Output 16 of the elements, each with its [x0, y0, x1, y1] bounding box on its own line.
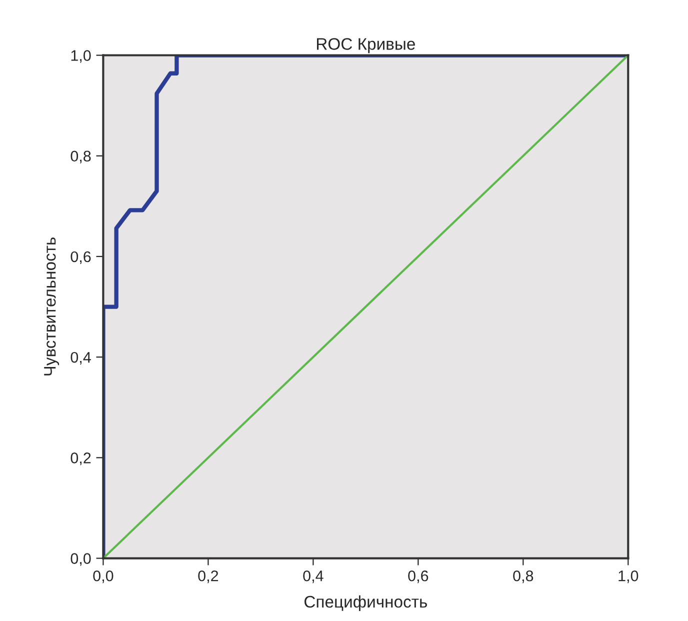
x-axis-title: Специфичность: [304, 595, 427, 611]
x-tick-label: 0,0: [93, 570, 114, 584]
y-axis-title: Чувствительность: [44, 237, 60, 376]
line-series: [103, 55, 628, 558]
y-tick-label: 0,6: [70, 251, 91, 264]
y-tick-label: 0,2: [70, 452, 91, 466]
y-tick-label: 1,0: [71, 50, 91, 63]
y-tick-label: 0,8: [70, 150, 91, 164]
y-tick-label: 0,4: [70, 352, 91, 365]
chart-title: ROC Кривые: [317, 38, 415, 54]
x-tick-label: 0,2: [198, 570, 218, 584]
x-tick-label: 0,4: [303, 570, 324, 584]
x-tick-label: 0,8: [513, 570, 534, 584]
x-tick-label: 0,6: [408, 570, 428, 584]
x-tick-label: 1,0: [618, 570, 638, 584]
y-tick-label: 0,0: [70, 553, 91, 566]
